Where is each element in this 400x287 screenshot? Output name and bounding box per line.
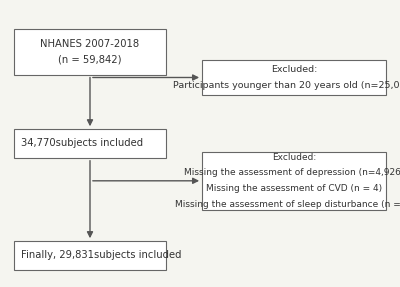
Text: Missing the assessment of sleep disturbance (n = 9): Missing the assessment of sleep disturba… [175,200,400,209]
FancyBboxPatch shape [14,241,166,270]
Text: Excluded:: Excluded: [271,65,317,74]
Text: Missing the assessment of CVD (n = 4): Missing the assessment of CVD (n = 4) [206,184,382,193]
FancyBboxPatch shape [14,129,166,158]
Text: (n = 59,842): (n = 59,842) [58,55,122,65]
Text: Participants younger than 20 years old (n=25,072): Participants younger than 20 years old (… [173,81,400,90]
Text: Finally, 29,831subjects included: Finally, 29,831subjects included [21,251,182,260]
Text: Excluded:: Excluded: [272,153,316,162]
Text: NHANES 2007-2018: NHANES 2007-2018 [40,39,140,49]
Text: 34,770subjects included: 34,770subjects included [21,139,143,148]
Text: Missing the assessment of depression (n=4,926): Missing the assessment of depression (n=… [184,168,400,177]
FancyBboxPatch shape [14,29,166,75]
FancyBboxPatch shape [202,152,386,210]
FancyBboxPatch shape [202,60,386,95]
